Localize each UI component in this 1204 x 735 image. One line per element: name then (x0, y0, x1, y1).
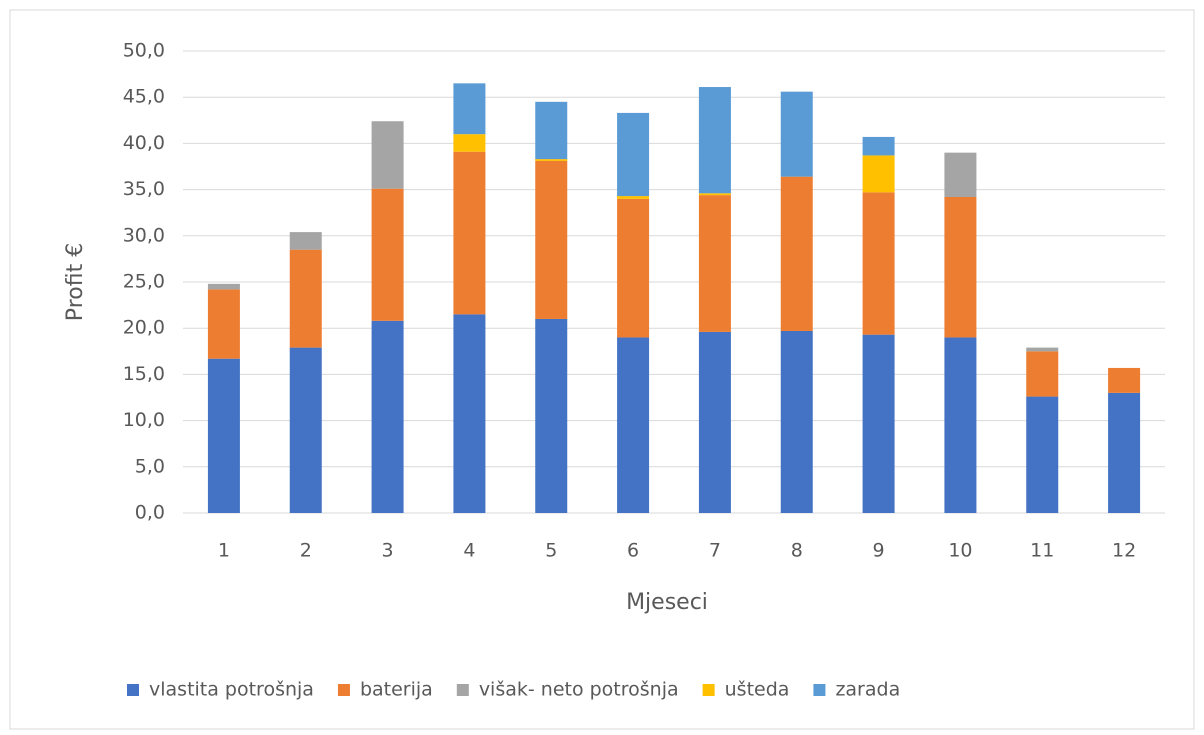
y-tick-label: 5,0 (135, 455, 165, 477)
y-tick-label: 40,0 (123, 132, 165, 154)
y-tick-label: 30,0 (123, 224, 165, 246)
legend-swatch (813, 684, 826, 696)
x-tick-label: 1 (218, 540, 230, 562)
y-tick-label: 20,0 (123, 317, 165, 339)
y-axis-title: Profit € (63, 243, 88, 321)
legend-label: zarada (835, 679, 900, 701)
bar-segment (453, 314, 486, 513)
bar-segment (944, 337, 977, 513)
chart-frame (9, 9, 1195, 730)
x-tick-label: 2 (300, 540, 312, 562)
bar-segment (453, 151, 486, 315)
bar-segment (453, 134, 486, 152)
x-tick-label: 3 (382, 540, 394, 562)
bar-segment (617, 198, 650, 338)
x-tick-label: 8 (791, 540, 803, 562)
bar-segment (698, 87, 731, 194)
legend-label: baterija (360, 679, 433, 701)
bar-segment (617, 337, 650, 513)
bar-segment (1108, 367, 1141, 393)
bar-segment (944, 196, 977, 338)
y-tick-label: 10,0 (123, 409, 165, 431)
bar-segment (617, 196, 650, 199)
bar-segment (780, 330, 813, 513)
legend-label: ušteda (725, 679, 790, 701)
bar-segment (371, 320, 404, 513)
legend-swatch (337, 684, 350, 696)
bar-segment (862, 334, 895, 513)
x-tick-label: 11 (1030, 540, 1054, 562)
bar-segment (862, 192, 895, 335)
bar-segment (289, 347, 322, 513)
legend-swatch (456, 684, 469, 696)
bar-segment (289, 232, 322, 250)
bar-segment (535, 101, 568, 160)
legend-swatch (127, 684, 139, 696)
x-tick-label: 4 (463, 540, 475, 562)
x-tick-label: 10 (948, 540, 972, 562)
bar-segment (535, 160, 568, 319)
y-tick-label: 35,0 (123, 178, 165, 200)
bar-segment (207, 289, 240, 359)
bar-segment (371, 188, 404, 321)
y-tick-label: 0,0 (135, 502, 165, 524)
y-tick-label: 15,0 (123, 363, 165, 385)
legend-swatch (702, 684, 715, 696)
x-tick-label: 6 (627, 540, 639, 562)
x-axis-title: Mjeseci (626, 590, 708, 615)
bar-segment (780, 91, 813, 177)
bar-segment (698, 195, 731, 332)
bar-segment (289, 249, 322, 348)
y-tick-label: 45,0 (123, 86, 165, 108)
bar-segment (535, 159, 568, 161)
bar-segment (617, 112, 650, 197)
legend-label: vlastita potrošnja (149, 679, 314, 701)
bar-segment (453, 83, 486, 135)
y-tick-label: 25,0 (123, 271, 165, 293)
bar-segment (862, 155, 895, 193)
bar-segment (207, 358, 240, 513)
bar-segment (535, 318, 568, 513)
bar-segment (371, 121, 404, 189)
x-tick-label: 12 (1112, 540, 1136, 562)
bar-segment (698, 193, 731, 196)
legend-label: višak- neto potrošnja (479, 679, 679, 701)
bar-segment (207, 283, 240, 290)
x-tick-label: 5 (545, 540, 557, 562)
bar-segment (944, 152, 977, 197)
x-tick-label: 9 (873, 540, 885, 562)
bar-segment (1026, 351, 1059, 397)
bar-segment (862, 136, 895, 156)
bar-segment (780, 176, 813, 331)
x-tick-label: 7 (709, 540, 721, 562)
y-tick-label: 50,0 (123, 40, 165, 62)
bar-segment (698, 331, 731, 513)
bar-segment (1026, 396, 1059, 513)
bar-segment (1026, 347, 1059, 352)
bar-segment (1108, 392, 1141, 513)
